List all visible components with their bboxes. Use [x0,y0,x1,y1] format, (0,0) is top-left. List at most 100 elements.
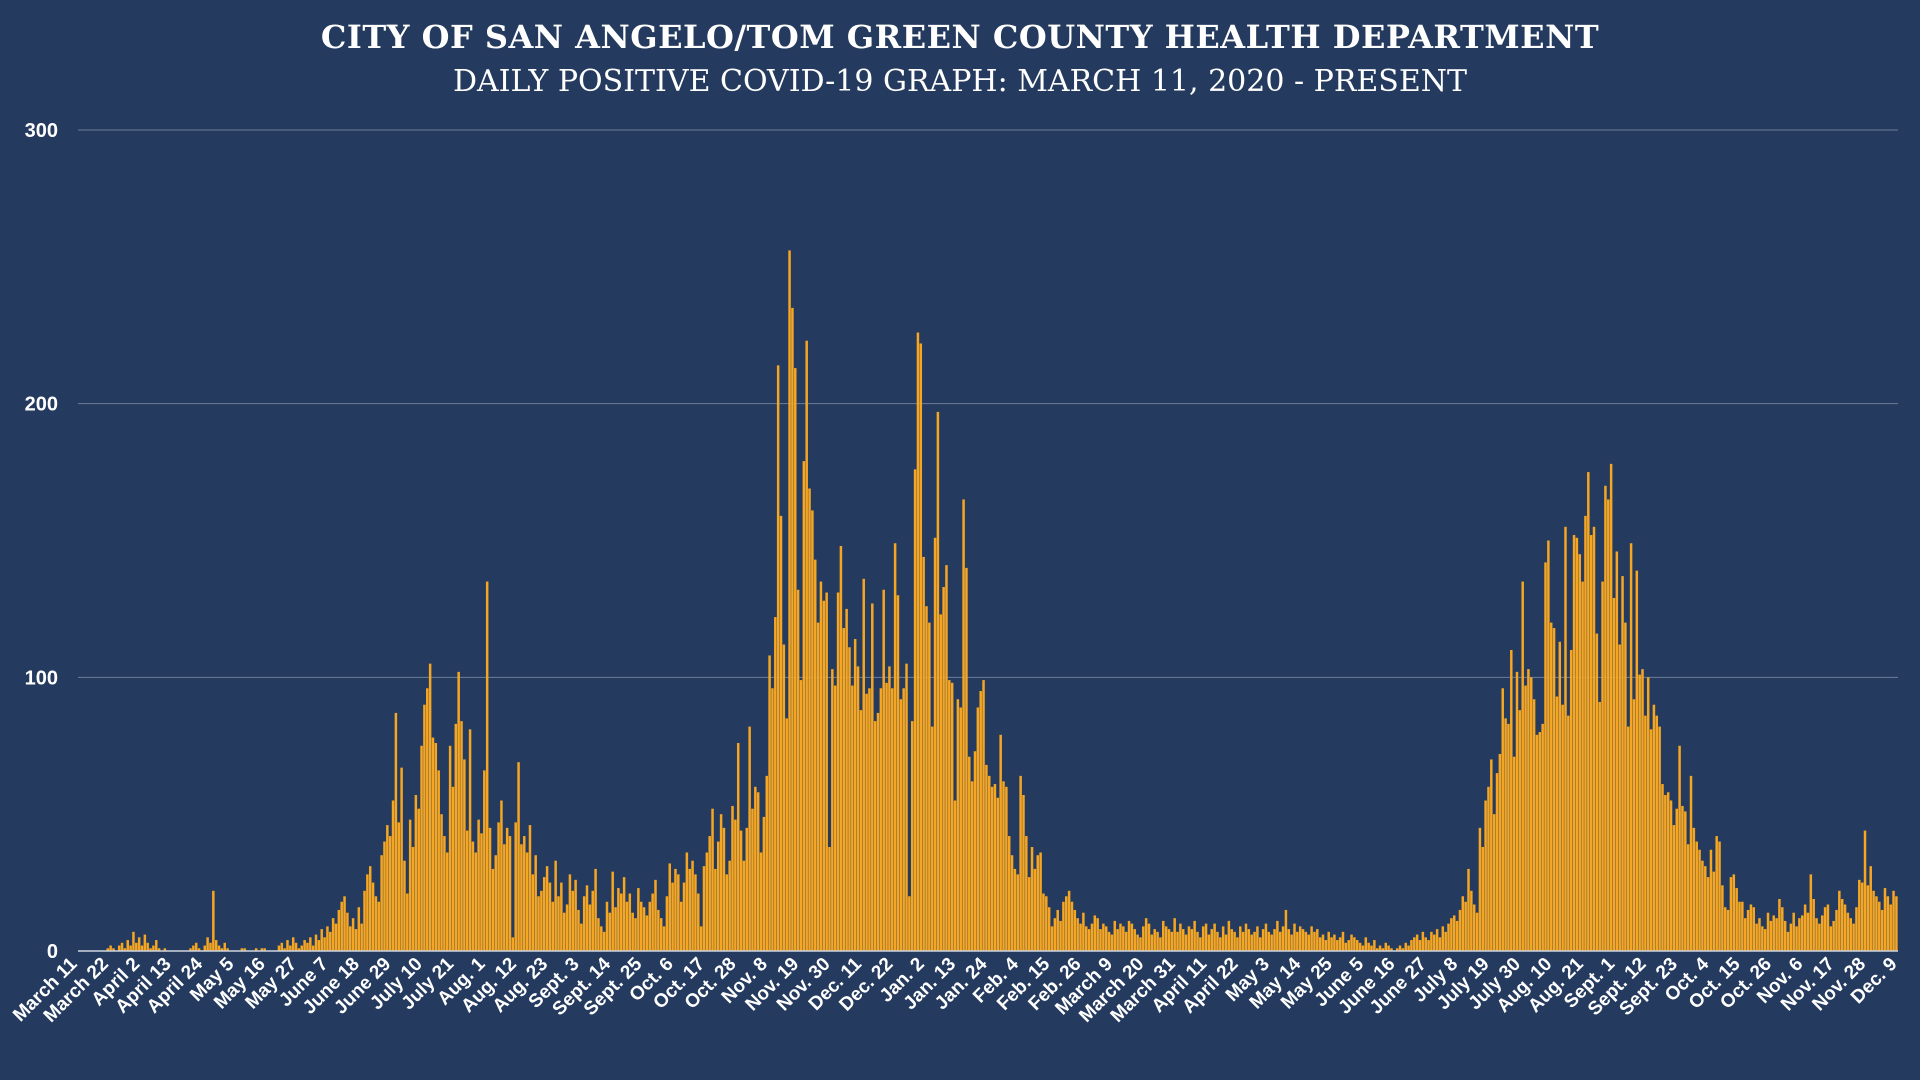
bar [1886,896,1890,951]
bar [902,688,905,951]
bar [1430,931,1433,951]
bar [440,814,443,951]
bar [922,556,925,951]
bar [1378,945,1382,951]
bar [1196,931,1199,951]
bar [1253,931,1256,951]
bar [1852,923,1855,951]
bar [1276,920,1279,951]
bar [930,726,934,951]
bar [873,721,877,951]
bar [528,825,532,951]
bar [1495,773,1499,951]
bar [1535,734,1539,951]
bar [1384,942,1388,951]
bar [628,893,632,951]
bar [491,868,495,951]
bar [1284,909,1288,951]
bar [774,617,777,951]
bar [1022,795,1025,951]
bar [1572,535,1576,951]
bar [588,904,592,951]
bar [816,622,820,951]
bar [1219,937,1222,951]
bar [1259,937,1262,951]
bar [1472,904,1476,951]
gridlines [78,129,1898,678]
bar [962,499,965,951]
bar [406,893,409,951]
bar [1153,929,1156,951]
bar [306,942,309,951]
bar [1860,882,1864,951]
bar [1786,931,1790,951]
bar [485,581,489,951]
bar [143,934,147,951]
bar [1338,937,1342,951]
bar [1561,704,1564,951]
bar [1025,836,1028,951]
bar [1638,674,1641,951]
bar [808,488,811,951]
bar [925,606,928,951]
bar [1695,841,1698,951]
bar [508,836,512,951]
bar [1438,937,1442,951]
bar [979,691,982,951]
bar [140,945,144,951]
bar [289,945,292,951]
bar [1820,915,1824,951]
bar [1447,923,1450,951]
bar [1652,704,1656,951]
bar [1316,929,1319,951]
bar [1267,931,1271,951]
bar [794,368,797,952]
bar [833,685,837,951]
bar [1116,929,1119,951]
bar [400,767,403,951]
bar [135,942,138,951]
bar [1775,918,1778,951]
bar [1795,926,1798,951]
bar [965,567,968,951]
bar [879,688,883,951]
bar [831,669,834,951]
bar [189,948,192,951]
bar [948,680,951,951]
bar [1592,526,1596,951]
chart-title: CITY OF SAN ANGELO/TOM GREEN COUNTY HEAL… [320,18,1600,56]
bar [1193,920,1196,951]
y-tick-label: 200 [25,394,58,416]
bar [1686,844,1690,951]
bar [959,707,962,951]
bar [1005,786,1008,951]
bar [1244,923,1248,951]
bar [608,912,612,951]
bar [1607,499,1610,951]
bar [1296,931,1299,951]
bar [1410,940,1413,951]
bar [605,901,609,951]
bar [731,805,734,951]
bar [594,868,597,951]
bar [209,942,212,951]
bar [1532,699,1536,951]
bar [1398,945,1402,951]
bar [859,710,863,951]
bar [374,896,378,951]
bar [1298,926,1302,951]
bar [1230,929,1233,951]
bar [346,912,349,951]
bar [779,515,783,951]
bar [1201,926,1205,951]
bar [163,948,167,951]
bar [386,825,389,951]
bar [283,948,286,951]
bar [468,729,472,951]
bar [1455,920,1459,951]
bar [1564,526,1567,951]
bar [1096,918,1099,951]
bar [286,940,289,951]
bar [1541,723,1544,951]
bar [839,545,843,951]
